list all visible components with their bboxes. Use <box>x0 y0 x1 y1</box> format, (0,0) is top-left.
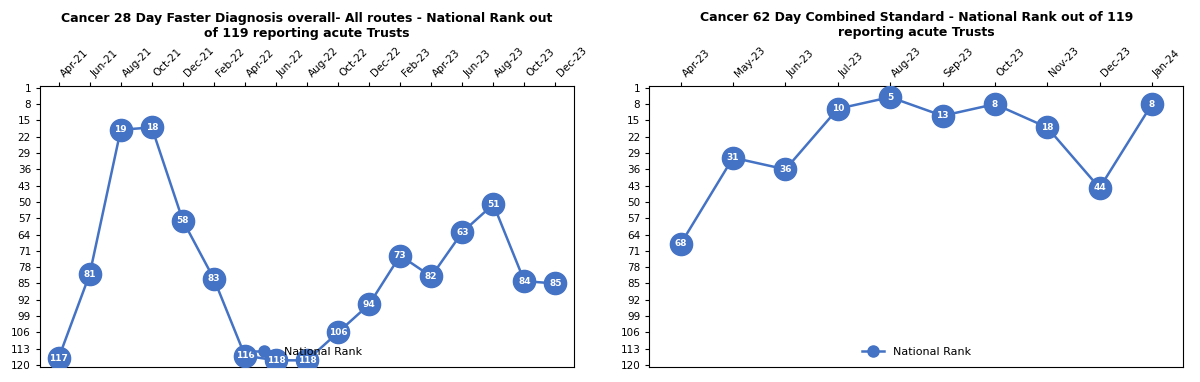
Text: 106: 106 <box>329 328 347 337</box>
Text: 116: 116 <box>235 351 254 360</box>
Text: 84: 84 <box>518 277 530 286</box>
Text: 117: 117 <box>49 353 68 363</box>
Text: 94: 94 <box>362 300 376 309</box>
Text: 44: 44 <box>1093 183 1106 193</box>
Text: 19: 19 <box>114 125 127 134</box>
Text: 82: 82 <box>425 272 438 281</box>
Text: 73: 73 <box>394 251 407 260</box>
Text: 31: 31 <box>727 153 739 162</box>
Legend: National Rank: National Rank <box>857 343 976 362</box>
Text: 118: 118 <box>266 356 286 365</box>
Text: 13: 13 <box>936 111 949 120</box>
Text: 36: 36 <box>779 165 792 174</box>
Text: 85: 85 <box>550 279 562 288</box>
Text: 118: 118 <box>298 356 317 365</box>
Text: 10: 10 <box>832 104 844 113</box>
Text: 18: 18 <box>1040 123 1054 132</box>
Title: Cancer 62 Day Combined Standard - National Rank out of 119
reporting acute Trust: Cancer 62 Day Combined Standard - Nation… <box>700 11 1133 39</box>
Legend: National Rank: National Rank <box>248 343 366 362</box>
Text: 81: 81 <box>84 270 96 278</box>
Text: 68: 68 <box>674 240 686 248</box>
Text: 51: 51 <box>487 200 499 209</box>
Text: 5: 5 <box>887 93 893 102</box>
Text: 18: 18 <box>145 123 158 132</box>
Title: Cancer 28 Day Faster Diagnosis overall- All routes - National Rank out
of 119 re: Cancer 28 Day Faster Diagnosis overall- … <box>61 12 553 40</box>
Text: 8: 8 <box>1148 100 1156 108</box>
Text: 8: 8 <box>991 100 998 108</box>
Text: 58: 58 <box>176 216 190 225</box>
Text: 83: 83 <box>208 274 220 283</box>
Text: 63: 63 <box>456 228 468 237</box>
